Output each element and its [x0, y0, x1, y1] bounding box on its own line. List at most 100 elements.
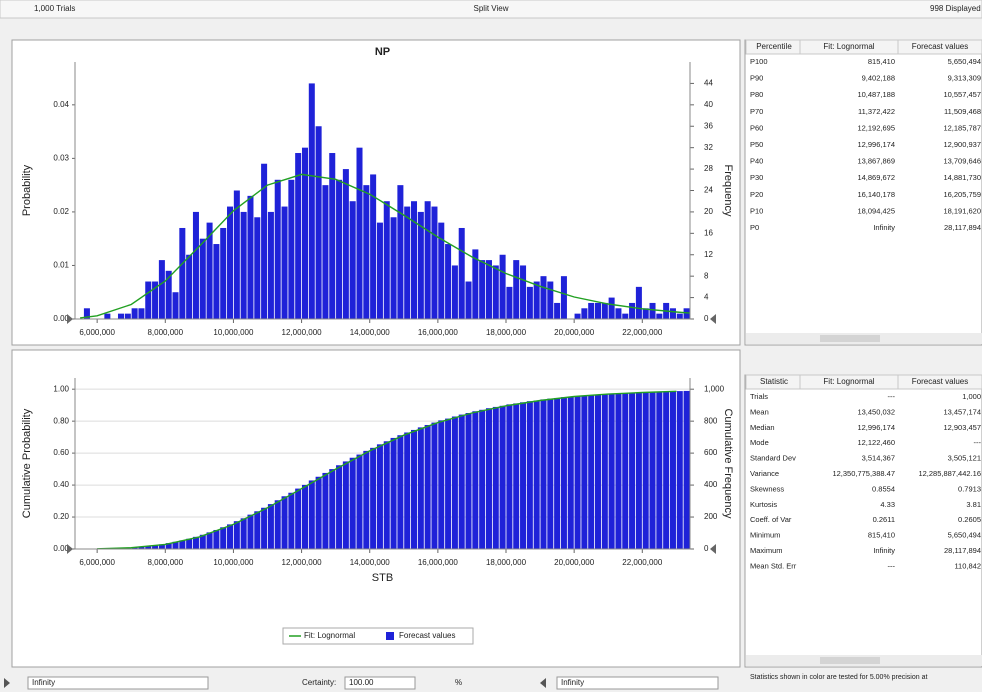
bar: [629, 392, 636, 549]
bar: [213, 529, 220, 549]
right-input[interactable]: [556, 676, 719, 690]
table-cell: P90: [750, 74, 763, 83]
bar: [308, 83, 315, 320]
bar: [206, 222, 213, 319]
table-cell: 12,900,937: [943, 140, 981, 149]
right-value: Infinity: [561, 678, 584, 687]
bar: [431, 206, 438, 319]
y2-tick-label: 0: [704, 544, 709, 553]
bar: [383, 201, 390, 319]
certainty-input[interactable]: [344, 676, 416, 690]
y2-tick-label: 28: [704, 164, 713, 173]
table-cell: 815,410: [868, 531, 895, 540]
plot-frame: [74, 62, 691, 320]
x-tick-label: 8,000,000: [147, 558, 183, 567]
x-tick-label: 20,000,000: [554, 328, 595, 337]
bar: [342, 169, 349, 319]
bar: [438, 420, 445, 549]
bar: [213, 244, 220, 319]
bar: [179, 540, 186, 549]
bar: [240, 518, 247, 549]
table-cell: ---: [888, 561, 896, 570]
table-cell: 13,450,032: [857, 407, 895, 416]
bar: [594, 394, 602, 549]
table-cell: 5,650,494: [948, 57, 981, 66]
bar: [329, 469, 336, 549]
y2-tick-label: 36: [704, 121, 713, 130]
y-tick-label: 0.80: [53, 416, 69, 425]
x-axis-label: STB: [372, 572, 393, 584]
bar: [220, 227, 227, 319]
bar: [295, 488, 302, 549]
bar: [131, 308, 138, 319]
x-tick-label: 22,000,000: [622, 558, 663, 567]
bar: [601, 302, 608, 319]
table-cell: Mean Std. Err: [750, 561, 797, 570]
x-tick-label: 22,000,000: [622, 328, 663, 337]
table-cell: 0.2611: [873, 515, 895, 524]
bar: [261, 163, 268, 319]
bar: [165, 543, 172, 549]
left-arrow[interactable]: [4, 678, 10, 688]
table-cell: P50: [750, 140, 763, 149]
y2-tick-label: 40: [704, 100, 713, 109]
scroll-thumb[interactable]: [820, 335, 880, 342]
bar: [594, 302, 602, 319]
bar: [349, 457, 356, 549]
scroll-thumb[interactable]: [820, 657, 880, 664]
bar: [547, 281, 554, 319]
left-input[interactable]: [27, 676, 209, 690]
bar: [186, 254, 193, 319]
table-cell: 12,903,457: [943, 423, 981, 432]
y2-tick-label: 16: [704, 228, 713, 237]
x-tick-label: 10,000,000: [213, 558, 254, 567]
bar: [152, 281, 159, 319]
table-cell: 12,192,695: [857, 123, 895, 132]
displayed-count: 998 Displayed: [930, 4, 981, 13]
bar: [247, 195, 254, 319]
x-tick-label: 6,000,000: [79, 558, 115, 567]
bar: [540, 276, 547, 319]
bar: [554, 397, 561, 549]
table-cell: P70: [750, 107, 763, 116]
y2-tick-label: 20: [704, 207, 713, 216]
bar: [676, 391, 683, 549]
x-tick-label: 12,000,000: [282, 328, 323, 337]
bar: [370, 174, 377, 319]
right-arrow[interactable]: [540, 678, 546, 688]
legend-label: Forecast values: [399, 631, 455, 640]
y2-tick-label: 8: [704, 271, 709, 280]
bar: [642, 308, 649, 319]
view-mode[interactable]: Split View: [474, 4, 509, 13]
bar: [165, 270, 172, 319]
table-cell: P60: [750, 123, 763, 132]
bar: [479, 409, 486, 549]
bar: [526, 401, 533, 549]
bar: [615, 393, 622, 549]
table-cell: Minimum: [750, 531, 780, 540]
bar: [588, 302, 595, 319]
left-value: Infinity: [32, 678, 55, 687]
bar: [261, 507, 268, 549]
right-marker: [710, 314, 716, 324]
plot-frame: [74, 378, 691, 550]
table-cell: 16,205,759: [943, 190, 981, 199]
bar: [404, 432, 411, 549]
table-cell: Infinity: [873, 223, 895, 232]
bar: [485, 408, 492, 549]
table-cell: 1,000: [962, 392, 981, 401]
y2-tick-label: 600: [704, 448, 718, 457]
bar: [458, 414, 465, 549]
bar: [622, 393, 629, 549]
table-cell: P30: [750, 173, 763, 182]
table-cell: 10,487,188: [857, 90, 895, 99]
bar: [199, 238, 206, 319]
bar: [492, 406, 499, 549]
table-cell: 18,191,620: [943, 206, 981, 215]
table-cell: 13,709,646: [943, 157, 981, 166]
bar: [227, 206, 234, 319]
certainty-label: Certainty:: [302, 678, 336, 687]
bar: [172, 541, 179, 549]
table-cell: 4.33: [880, 500, 895, 509]
bar: [179, 227, 186, 319]
